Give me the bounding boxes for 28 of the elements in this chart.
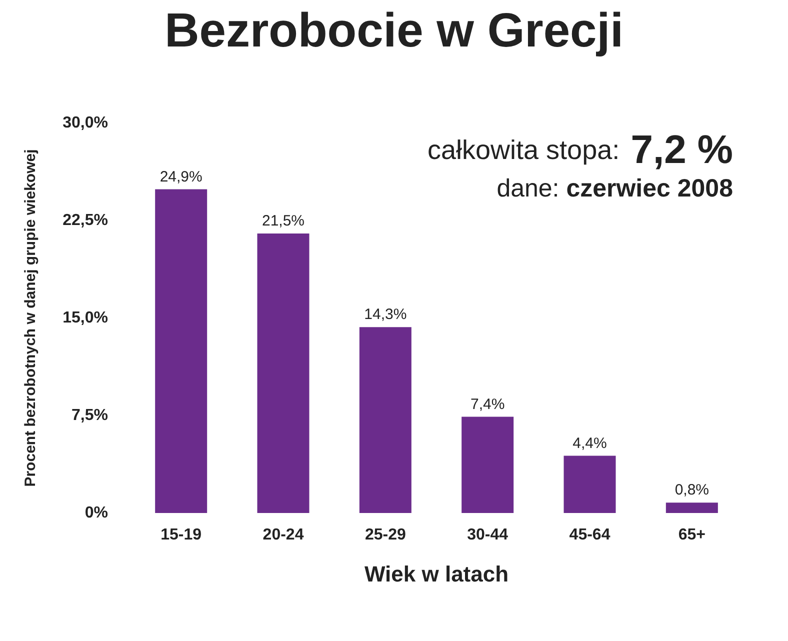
x-tick-label: 30-44	[467, 526, 508, 544]
bar	[359, 327, 412, 513]
y-tick-label: 0%	[84, 504, 108, 522]
data-label: 24,9%	[160, 168, 202, 186]
data-label: 4,4%	[572, 434, 607, 452]
y-tick-label: 7,5%	[72, 407, 108, 424]
data-label: 21,5%	[262, 212, 305, 230]
annotation: dane: czerwiec 2008	[496, 174, 734, 202]
bar	[155, 189, 208, 513]
bar	[666, 502, 718, 513]
x-tick-label: 25-29	[364, 526, 406, 544]
y-tick-label: 30,0%	[62, 114, 108, 132]
x-tick-label: 15-19	[160, 526, 202, 544]
x-tick-label: 65+	[678, 526, 706, 544]
x-tick-label: 45-64	[569, 526, 610, 544]
bar	[462, 416, 514, 513]
y-tick-label: 22,5%	[62, 212, 108, 229]
data-label: 0,8%	[674, 482, 710, 499]
chart-title: Bezrobocie w Grecji	[164, 4, 624, 58]
x-axis-title: Wiek w latach	[364, 562, 509, 586]
bar	[257, 234, 310, 513]
data-label: 14,3%	[364, 306, 407, 324]
x-tick-label: 20-24	[262, 526, 304, 544]
bar	[564, 456, 616, 513]
annotation: całkowita stopa: 7,2 %	[428, 128, 734, 172]
y-tick-label: 15,0%	[62, 310, 108, 326]
data-label: 7,4%	[470, 396, 505, 413]
y-axis-title: Procent bezrobotnych w danej grupie wiekowej	[22, 149, 39, 487]
